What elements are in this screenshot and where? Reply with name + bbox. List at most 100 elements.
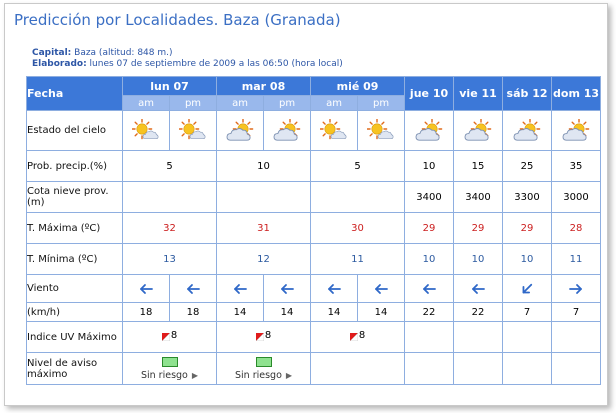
uv-value: 8 — [170, 329, 178, 341]
prob-value: 10 — [404, 150, 455, 182]
sky-cell — [122, 110, 170, 151]
prob-value: 25 — [502, 150, 553, 182]
tmax-value: 28 — [551, 212, 602, 244]
sky-cell — [453, 110, 504, 151]
tmin-value: 10 — [404, 243, 455, 275]
aviso-cell[interactable]: Sin riesgo ▶ — [121, 352, 218, 385]
uv-cell-empty — [453, 321, 504, 353]
sky-cell — [310, 110, 359, 151]
aviso-level-icon — [161, 356, 178, 367]
sky-cell — [216, 110, 265, 151]
wind-cell — [310, 274, 359, 303]
forecast-table: Fecha lun 07 mar 08 mié 09 jue 10 vie 11… — [26, 76, 602, 385]
subheader-am: am — [216, 95, 265, 111]
cloud-sun-icon — [562, 118, 590, 141]
tmax-value: 30 — [310, 212, 406, 244]
wind-speed: 14 — [263, 302, 312, 322]
cota-value — [216, 181, 312, 213]
cota-value — [121, 181, 218, 213]
uv-flag-icon — [349, 332, 358, 341]
capital-line: Capital: Baza (altitud: 848 m.) — [32, 48, 173, 58]
row-label-aviso: Nivel de aviso máximo — [26, 352, 123, 385]
aviso-cell-empty — [310, 352, 406, 385]
row-label-kmh: (km/h) — [26, 302, 123, 322]
sky-cell — [404, 110, 455, 151]
sky-cell — [263, 110, 312, 151]
cloud-sun-icon — [513, 118, 541, 141]
aviso-cell[interactable]: Sin riesgo ▶ — [216, 352, 312, 385]
row-label-uv: Indice UV Máximo — [26, 321, 123, 353]
tmin-value: 11 — [310, 243, 406, 275]
prob-value: 5 — [310, 150, 406, 182]
sun-cloud-icon — [320, 118, 347, 139]
row-label-tmax: T. Máxima (ºC) — [26, 212, 123, 244]
header-day-jue-10: jue 10 — [404, 76, 455, 111]
sun-cloud-icon — [367, 118, 394, 139]
aviso-level-icon — [255, 356, 272, 367]
page-title: Predicción por Localidades. Baza (Granad… — [14, 11, 341, 29]
capital-label: Capital: — [32, 48, 72, 58]
arrow-left-icon — [234, 283, 247, 294]
triangle-right-icon[interactable]: ▶ — [191, 370, 199, 380]
cloud-sun-icon — [226, 118, 254, 141]
triangle-right-icon[interactable]: ▶ — [285, 370, 293, 380]
header-day-lun-07: lun 07 — [121, 76, 218, 96]
wind-speed: 7 — [551, 302, 602, 322]
prob-value: 15 — [453, 150, 504, 182]
subheader-pm: pm — [263, 95, 312, 111]
uv-flag-icon — [255, 332, 264, 341]
arrow-left-icon — [328, 283, 341, 294]
header-day-dom-13: dom 13 — [551, 76, 602, 111]
tmax-value: 31 — [216, 212, 312, 244]
sky-cell — [168, 110, 218, 151]
arrow-down-left-icon — [522, 283, 533, 293]
aviso-text[interactable]: Sin riesgo — [140, 369, 188, 381]
wind-cell — [357, 274, 406, 303]
uv-cell-empty — [551, 321, 602, 353]
aviso-text[interactable]: Sin riesgo — [234, 369, 282, 381]
tmin-value: 11 — [551, 243, 602, 275]
aviso-cell-empty — [404, 352, 455, 385]
arrow-right-icon — [569, 283, 582, 294]
prob-value: 5 — [121, 150, 218, 182]
tmin-value: 10 — [453, 243, 504, 275]
wind-speed: 14 — [310, 302, 359, 322]
subheader-am: am — [122, 95, 170, 111]
prob-value: 35 — [551, 150, 602, 182]
wind-speed: 22 — [453, 302, 504, 322]
arrow-left-icon — [375, 283, 388, 294]
wind-cell — [453, 274, 504, 303]
tmax-value: 29 — [502, 212, 553, 244]
tmax-value: 29 — [404, 212, 455, 244]
row-label-estado: Estado del cielo — [26, 110, 123, 151]
capital-value: Baza (altitud: 848 m.) — [74, 48, 173, 58]
header-day-vie-11: vie 11 — [453, 76, 504, 111]
subheader-am: am — [310, 95, 359, 111]
row-label-tmin: T. Mínima (ºC) — [26, 243, 123, 275]
subheader-pm: pm — [357, 95, 406, 111]
cota-value: 3000 — [551, 181, 602, 213]
row-label-viento: Viento — [26, 274, 123, 303]
sky-cell — [551, 110, 602, 151]
cota-value — [310, 181, 406, 213]
cloud-sun-icon — [464, 118, 492, 141]
tmin-value: 10 — [502, 243, 553, 275]
sky-cell — [502, 110, 553, 151]
uv-cell-empty — [404, 321, 455, 353]
arrow-left-icon — [140, 283, 153, 294]
header-day-sab-12: sáb 12 — [502, 76, 553, 111]
elaborado-line: Elaborado: lunes 07 de septiembre de 200… — [32, 59, 343, 69]
wind-cell — [168, 274, 218, 303]
wind-cell — [216, 274, 265, 303]
wind-speed: 18 — [122, 302, 170, 322]
row-label-prob: Prob. precip.(%) — [26, 150, 123, 182]
aviso-cell-empty — [502, 352, 553, 385]
cota-value: 3300 — [502, 181, 553, 213]
uv-flag-icon — [161, 332, 170, 341]
wind-speed: 18 — [168, 302, 218, 322]
header-day-mar-08: mar 08 — [216, 76, 312, 96]
wind-speed: 22 — [404, 302, 455, 322]
prob-value: 10 — [216, 150, 312, 182]
uv-cell: 8 — [216, 321, 312, 353]
elaborado-value: lunes 07 de septiembre de 2009 a las 06:… — [89, 59, 343, 69]
